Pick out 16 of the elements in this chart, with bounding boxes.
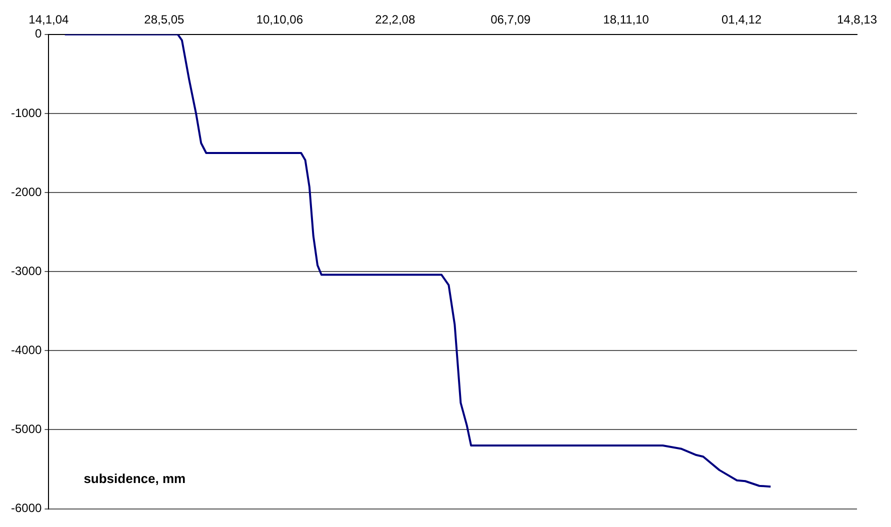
x-tick-label: 14,1,04 (28, 12, 70, 27)
y-tick-label: -4000 (10, 342, 42, 357)
y-tick-label: 0 (35, 26, 42, 41)
y-tick-label: -5000 (10, 422, 42, 436)
y-tick-label: -1000 (10, 106, 42, 120)
x-tick-label: 06,7,09 (490, 12, 531, 27)
x-tick-label: 10,10,06 (256, 12, 304, 27)
y-tick-label: -3000 (10, 264, 42, 278)
x-tick-label: 14,8,13 (836, 12, 878, 27)
annotation: subsidence, mm (84, 470, 186, 486)
y-tick-label: -2000 (10, 184, 42, 199)
y-tick-label: -6000 (10, 501, 42, 516)
x-tick-label: 22,2,08 (375, 12, 416, 27)
x-tick-label: 28,5,05 (144, 12, 185, 27)
x-tick-label: 01,4,12 (722, 12, 762, 27)
x-tick-label: 18,11,10 (603, 12, 650, 27)
